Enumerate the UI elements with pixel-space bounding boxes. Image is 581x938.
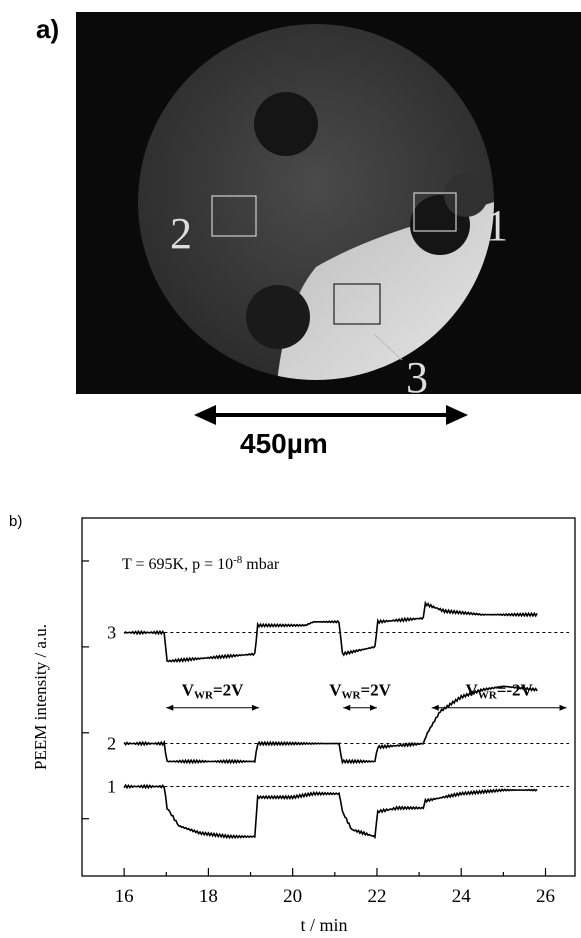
x-axis: 16 18 20 22 24 26 — [115, 868, 555, 907]
dark-spot — [444, 173, 488, 217]
series-labels: 3 2 1 — [107, 623, 116, 797]
x-axis-label: t / min — [300, 915, 347, 935]
x-tick-label: 16 — [115, 886, 134, 907]
series-line-3 — [123, 600, 538, 663]
region-label-1: 1 — [486, 201, 508, 250]
interval-label: VWR=2V — [329, 681, 391, 702]
region-3-leader — [373, 333, 403, 361]
y-axis-label: PEEM intensity / a.u. — [31, 624, 50, 770]
series-label-3: 3 — [107, 623, 116, 643]
interval-label: VWR=-2V — [465, 681, 533, 702]
series-lines — [123, 600, 538, 840]
x-tick-label: 20 — [283, 886, 302, 907]
interval-arrowhead — [166, 704, 174, 711]
interval-label: VWR=2V — [182, 681, 244, 702]
region-box-1 — [413, 192, 457, 232]
peem-micrograph: 2 1 3 — [76, 12, 581, 394]
conditions-text: T = 695K, p = 10-8 mbar — [122, 554, 280, 573]
series-line-1 — [123, 783, 538, 840]
interval-arrowhead — [559, 704, 567, 711]
panel-b-label: b) — [9, 513, 23, 530]
interval-arrowhead — [251, 704, 259, 711]
series-line-2 — [123, 685, 538, 765]
micrograph-image: 2 1 3 — [138, 24, 508, 394]
dark-spot — [246, 285, 310, 349]
interval-arrowhead — [343, 704, 351, 711]
series-label-1: 1 — [107, 777, 116, 797]
x-tick-label: 18 — [199, 886, 218, 907]
region-label-3: 3 — [406, 353, 428, 394]
x-tick-label: 26 — [536, 886, 555, 907]
dark-spot — [254, 92, 318, 156]
voltage-intervals: VWR=2V VWR=2V VWR=-2V — [166, 681, 567, 711]
x-tick-label: 22 — [367, 886, 386, 907]
scale-bar-label: 450µm — [240, 428, 328, 459]
x-tick-label: 24 — [452, 886, 472, 907]
baselines — [128, 632, 569, 787]
region-label-2: 2 — [170, 209, 192, 258]
interval-arrowhead — [369, 704, 377, 711]
panel-a-label: a) — [36, 14, 60, 44]
interval-arrowhead — [431, 704, 439, 711]
y-ticks — [82, 560, 89, 820]
plot-frame — [81, 517, 576, 877]
series-label-2: 2 — [107, 734, 116, 754]
region-box-3 — [333, 283, 381, 325]
region-box-2 — [211, 195, 257, 237]
